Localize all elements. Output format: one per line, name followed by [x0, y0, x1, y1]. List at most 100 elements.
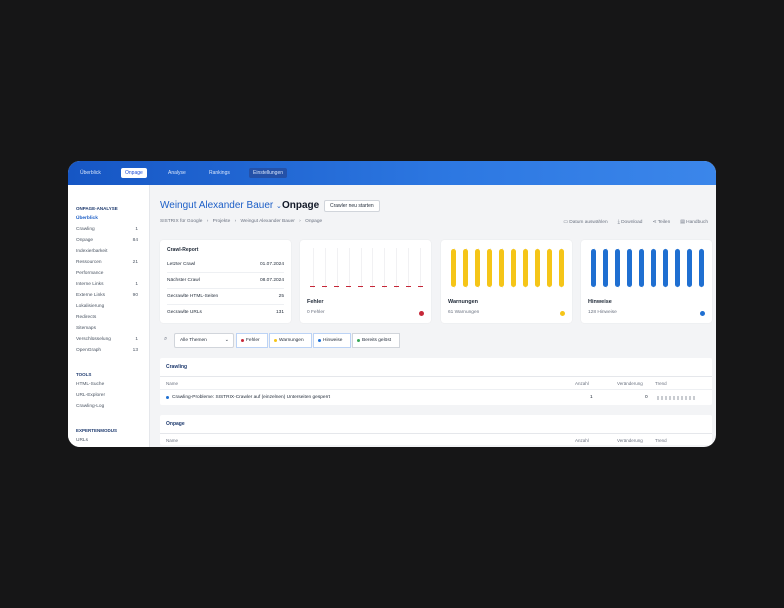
action[interactable]: ⤓ Download	[618, 220, 643, 225]
trend-bar	[322, 285, 328, 287]
nav-item[interactable]: Überblick	[80, 170, 101, 176]
trend-bar	[334, 285, 340, 287]
sidebar-item[interactable]: Lokalisierung	[76, 304, 138, 309]
item-label: Redirects	[76, 315, 97, 320]
column-header: Name	[166, 381, 179, 386]
sidebar-item[interactable]: Interne Links 1	[76, 282, 138, 287]
sidebar-item[interactable]: URL-Explorer	[76, 393, 138, 398]
chip-label: Fehler	[246, 338, 260, 343]
nav-item[interactable]: Onpage	[121, 168, 147, 178]
item-label: Onpage	[76, 238, 94, 243]
icon: ▤	[680, 220, 687, 225]
trend-bar	[615, 249, 621, 287]
sidebar-item[interactable]: Performance	[76, 271, 138, 276]
grid-line	[396, 248, 398, 288]
row-change: 0	[645, 395, 648, 400]
sidebar-item[interactable]: Verschlüsselung 1	[76, 337, 138, 342]
trend-bar	[510, 249, 516, 287]
row-dot	[166, 396, 169, 399]
action[interactable]: ⋖ Teilen	[652, 220, 670, 225]
report-value: 131	[275, 310, 284, 315]
row-name[interactable]: Crawling-Probleme: SISTRIX-Crawler auf (…	[172, 395, 331, 400]
sep: ›	[297, 219, 303, 224]
action-label: Download	[621, 220, 643, 225]
trend-bar	[369, 285, 375, 287]
filter-chip[interactable]: Fehler	[236, 333, 268, 348]
sparkline-tick	[681, 396, 683, 400]
crawl-report: Crawl-Report Letzter Crawl 01.07.2024 Nächs…	[160, 240, 291, 323]
filter-chip[interactable]: Hinweise	[313, 333, 351, 348]
status-dot	[560, 311, 565, 316]
sidebar-item[interactable]: Indexierbarkeit	[76, 249, 138, 254]
icon: ⤓	[617, 220, 622, 225]
grid-line	[360, 248, 362, 288]
chip-dot	[241, 339, 244, 342]
crumb[interactable]: SISTRIX für Google	[160, 219, 203, 224]
sidebar-item[interactable]: HTML-Suche	[76, 382, 138, 387]
item-label: Überblick	[76, 216, 98, 221]
filter-chip[interactable]: Bereits gelöst	[352, 333, 400, 348]
chevron: ⌄	[224, 337, 229, 343]
item-label: Lokalisierung	[76, 304, 105, 309]
project-name[interactable]: Weingut Alexander Bauer	[160, 200, 274, 211]
trend-bar	[405, 285, 411, 287]
crumb[interactable]: Onpage	[305, 219, 323, 224]
crumb[interactable]: Weingut Alexander Bauer	[240, 219, 295, 224]
sidebar-item[interactable]: Sitemaps	[76, 326, 138, 331]
sidebar-item[interactable]: Onpage 84	[76, 238, 138, 243]
trend-bar	[662, 249, 668, 287]
action-label: Handbuch	[686, 220, 708, 225]
sidebar-item[interactable]: Crawling 1	[76, 227, 138, 232]
trend-bar	[358, 285, 364, 287]
status-card: Hinweise 128 Hinweise	[581, 240, 712, 323]
trend-bar	[487, 249, 493, 287]
sidebar: ONPAGE-ANALYSE Überblick Crawling 1 Onpage 84…	[68, 185, 150, 447]
topic-select[interactable]: Alle Themen ⌄	[174, 333, 234, 348]
trend-bar	[591, 249, 597, 287]
item-label: Sitemaps	[76, 326, 96, 331]
row-count: 1	[590, 395, 593, 400]
divider	[167, 304, 284, 305]
actions: ▭ Datum auswählen ⤓ Download ⋖ Teilen ▤ Han…	[553, 219, 708, 225]
trend-bar	[346, 285, 352, 287]
trend-bar	[417, 285, 423, 287]
item-label: Performance	[76, 271, 104, 276]
sep: ›	[205, 219, 210, 224]
item-label: URL-Explorer	[76, 393, 106, 398]
item-count: 84	[132, 238, 138, 243]
sparkline-tick	[661, 396, 663, 400]
item-count: 1	[135, 227, 138, 232]
sidebar-item[interactable]: Externe Links 90	[76, 293, 138, 298]
crumb[interactable]: Projekte	[212, 219, 231, 224]
nav-item[interactable]: Rankings	[209, 170, 230, 176]
sidebar-item[interactable]: OpenGraph 13	[76, 348, 138, 353]
report-title: Crawl-Report	[167, 247, 199, 253]
sparkline-tick	[665, 396, 667, 400]
trend-bar	[522, 249, 528, 287]
report-label: Gecrawlte URLs	[167, 310, 202, 315]
page-title: Onpage	[282, 200, 320, 211]
column-header: Trend	[655, 438, 667, 443]
divider	[160, 433, 712, 434]
report-label: Gecrawlte HTML-Seiten	[167, 294, 219, 299]
restart-button[interactable]: Crawler neu starten	[324, 200, 380, 212]
sidebar-item[interactable]: Ressourcen 21	[76, 260, 138, 265]
trend-bar	[475, 249, 481, 287]
search-icon: ⌕	[164, 336, 168, 342]
nav-item[interactable]: Einstellungen	[249, 168, 288, 178]
card-summary: 0 Fehler	[307, 310, 325, 315]
sidebar-item[interactable]: Überblick	[76, 216, 138, 221]
section: Onpage Name Anzahl Veränderung Trend	[160, 415, 712, 445]
nav-item[interactable]: Analyse	[168, 170, 186, 176]
card-summary: 61 Warnungen	[448, 310, 480, 315]
sidebar-item[interactable]: URLs	[76, 438, 138, 443]
action[interactable]: ▭ Datum auswählen	[563, 220, 607, 225]
sidebar-item[interactable]: Crawling-Log	[76, 404, 138, 409]
item-count: 90	[132, 293, 138, 298]
project-title[interactable]: Weingut Alexander Bauer ⌄	[160, 200, 282, 211]
chip-dot	[318, 339, 321, 342]
sidebar-item[interactable]: Redirects	[76, 315, 138, 320]
filter-chip[interactable]: Warnungen	[269, 333, 312, 348]
trend-bar	[558, 249, 564, 287]
action[interactable]: ▤ Handbuch	[680, 220, 708, 225]
